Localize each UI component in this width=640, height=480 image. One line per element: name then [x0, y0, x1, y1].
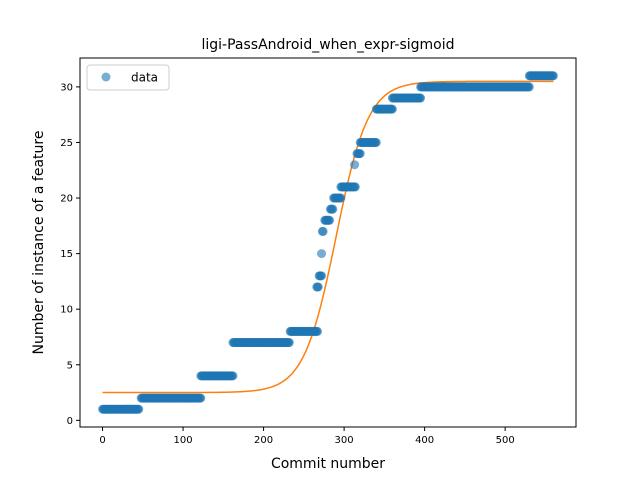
- data-point: [228, 371, 238, 381]
- x-tick-label: 0: [99, 435, 105, 446]
- x-tick-label: 100: [174, 435, 193, 446]
- x-tick-label: 500: [496, 435, 515, 446]
- sigmoid-fit-line: [102, 80, 554, 394]
- data-point: [313, 282, 323, 292]
- x-tick-label: 300: [335, 435, 354, 446]
- data-point: [328, 204, 338, 214]
- y-tick-label: 0: [67, 416, 73, 427]
- data-point: [317, 249, 327, 259]
- y-tick-label: 25: [60, 138, 73, 149]
- data-point: [284, 338, 294, 348]
- data-point: [548, 71, 558, 81]
- data-point: [387, 104, 397, 114]
- data-point: [524, 82, 534, 92]
- data-point: [336, 193, 346, 203]
- plot-frame: [79, 57, 577, 428]
- data-point: [313, 326, 323, 336]
- points-layer: [98, 71, 558, 414]
- data-point: [134, 404, 144, 414]
- data-point: [196, 393, 206, 403]
- data-point: [371, 137, 381, 147]
- legend-label-data: data: [131, 71, 158, 85]
- data-point: [350, 160, 360, 170]
- x-axis-label: Commit number: [271, 456, 385, 472]
- ticks-layer: 0 100 200 300 400 500 0 5 10 15 20 25 30: [60, 82, 514, 446]
- data-point: [355, 149, 365, 159]
- data-point: [350, 182, 360, 192]
- data-point: [325, 215, 335, 225]
- x-tick-label: 200: [254, 435, 273, 446]
- y-tick-label: 20: [60, 194, 73, 205]
- y-tick-label: 5: [67, 360, 73, 371]
- chart-title: ligi-PassAndroid_when_expr-sigmoid: [201, 37, 454, 53]
- fit-layer: [102, 80, 554, 394]
- y-axis-label: Number of instance of a feature: [31, 131, 47, 355]
- x-tick-label: 400: [415, 435, 434, 446]
- y-tick-label: 15: [60, 249, 73, 260]
- y-tick-label: 10: [60, 305, 73, 316]
- legend-box: [86, 64, 170, 91]
- data-point: [317, 271, 327, 281]
- legend-marker-data: [101, 72, 111, 82]
- data-point: [416, 93, 426, 103]
- data-point: [318, 226, 328, 236]
- y-tick-label: 30: [60, 82, 73, 93]
- legend: data: [86, 64, 170, 91]
